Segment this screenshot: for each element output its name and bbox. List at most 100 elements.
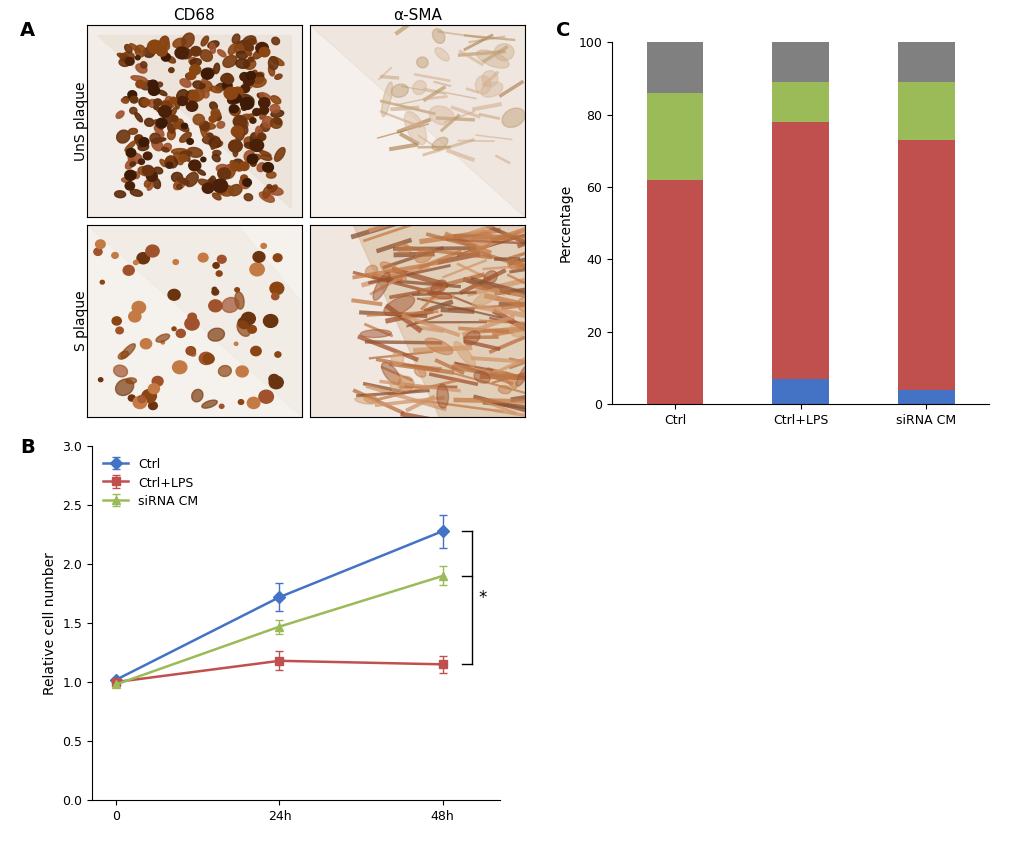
Circle shape bbox=[269, 375, 279, 383]
Circle shape bbox=[240, 84, 250, 93]
Circle shape bbox=[124, 170, 136, 180]
Bar bbox=[898, 140, 954, 390]
Circle shape bbox=[240, 175, 248, 181]
Circle shape bbox=[168, 290, 180, 301]
Ellipse shape bbox=[145, 180, 151, 187]
Circle shape bbox=[259, 106, 268, 115]
Ellipse shape bbox=[192, 389, 203, 402]
Circle shape bbox=[217, 255, 226, 264]
Ellipse shape bbox=[193, 81, 205, 89]
Ellipse shape bbox=[475, 76, 490, 94]
Circle shape bbox=[187, 313, 197, 321]
Ellipse shape bbox=[216, 83, 226, 91]
Circle shape bbox=[230, 93, 242, 104]
Ellipse shape bbox=[216, 164, 228, 173]
Bar bbox=[646, 93, 702, 179]
Circle shape bbox=[273, 253, 281, 262]
Circle shape bbox=[157, 46, 167, 56]
Bar bbox=[898, 82, 954, 140]
Ellipse shape bbox=[122, 52, 135, 61]
Bar bbox=[771, 122, 828, 379]
Circle shape bbox=[247, 72, 256, 80]
Circle shape bbox=[128, 395, 136, 401]
Ellipse shape bbox=[165, 97, 174, 108]
Circle shape bbox=[139, 137, 149, 147]
Ellipse shape bbox=[476, 50, 508, 68]
Ellipse shape bbox=[160, 159, 166, 167]
Ellipse shape bbox=[173, 119, 183, 129]
Ellipse shape bbox=[210, 86, 221, 93]
Ellipse shape bbox=[501, 108, 525, 127]
Ellipse shape bbox=[200, 122, 209, 131]
Ellipse shape bbox=[394, 243, 411, 253]
Ellipse shape bbox=[189, 57, 197, 64]
Ellipse shape bbox=[156, 334, 169, 342]
Ellipse shape bbox=[232, 34, 239, 44]
Ellipse shape bbox=[247, 114, 254, 120]
Circle shape bbox=[190, 65, 201, 75]
Ellipse shape bbox=[270, 185, 277, 192]
Bar bbox=[646, 179, 702, 404]
Ellipse shape bbox=[229, 106, 239, 115]
Ellipse shape bbox=[436, 384, 448, 408]
Polygon shape bbox=[98, 35, 290, 208]
Ellipse shape bbox=[203, 136, 219, 144]
Circle shape bbox=[202, 184, 213, 194]
Circle shape bbox=[100, 280, 104, 284]
Ellipse shape bbox=[179, 79, 191, 88]
Title: CD68: CD68 bbox=[173, 8, 215, 23]
Ellipse shape bbox=[251, 154, 261, 160]
Ellipse shape bbox=[161, 100, 169, 106]
Ellipse shape bbox=[202, 121, 210, 131]
Ellipse shape bbox=[118, 351, 128, 360]
Ellipse shape bbox=[228, 184, 242, 195]
Ellipse shape bbox=[431, 280, 446, 294]
Circle shape bbox=[172, 361, 186, 374]
Ellipse shape bbox=[125, 159, 136, 169]
Circle shape bbox=[166, 163, 172, 168]
Circle shape bbox=[242, 312, 255, 325]
Ellipse shape bbox=[172, 38, 185, 48]
Ellipse shape bbox=[121, 344, 136, 358]
Ellipse shape bbox=[189, 90, 204, 101]
Ellipse shape bbox=[432, 137, 447, 150]
Circle shape bbox=[136, 80, 145, 88]
Ellipse shape bbox=[220, 73, 230, 82]
Ellipse shape bbox=[231, 159, 243, 168]
Circle shape bbox=[212, 287, 216, 291]
Circle shape bbox=[234, 342, 237, 345]
Circle shape bbox=[216, 271, 222, 276]
Circle shape bbox=[219, 404, 224, 408]
Ellipse shape bbox=[179, 151, 192, 156]
Circle shape bbox=[247, 52, 252, 56]
Circle shape bbox=[186, 139, 194, 144]
Ellipse shape bbox=[270, 56, 283, 66]
Ellipse shape bbox=[200, 123, 215, 130]
Circle shape bbox=[161, 341, 164, 344]
Circle shape bbox=[232, 87, 243, 97]
Circle shape bbox=[142, 390, 156, 402]
Circle shape bbox=[143, 165, 154, 176]
Ellipse shape bbox=[230, 88, 239, 99]
Circle shape bbox=[186, 101, 198, 111]
Ellipse shape bbox=[381, 362, 400, 385]
Ellipse shape bbox=[209, 176, 216, 190]
Ellipse shape bbox=[222, 297, 238, 312]
Ellipse shape bbox=[162, 147, 169, 152]
Ellipse shape bbox=[154, 120, 163, 129]
Circle shape bbox=[181, 123, 187, 129]
Ellipse shape bbox=[121, 99, 128, 104]
Ellipse shape bbox=[245, 142, 260, 149]
Ellipse shape bbox=[202, 400, 217, 408]
Circle shape bbox=[223, 75, 233, 84]
Ellipse shape bbox=[268, 56, 278, 70]
Ellipse shape bbox=[150, 133, 160, 143]
Ellipse shape bbox=[202, 78, 207, 83]
Ellipse shape bbox=[244, 59, 256, 69]
Ellipse shape bbox=[516, 364, 530, 386]
Ellipse shape bbox=[163, 37, 169, 50]
Circle shape bbox=[136, 56, 140, 60]
Circle shape bbox=[238, 400, 244, 404]
Ellipse shape bbox=[413, 81, 426, 94]
Circle shape bbox=[229, 104, 238, 113]
